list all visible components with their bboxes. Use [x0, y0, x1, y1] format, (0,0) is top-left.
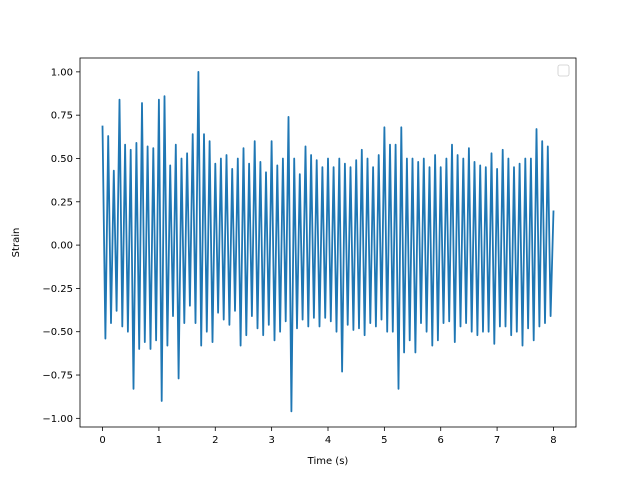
y-tick-label: 1.00: [51, 67, 73, 78]
legend-box: [557, 64, 570, 77]
y-axis-label: Strain: [11, 228, 22, 258]
x-tick-label: 2: [212, 435, 218, 446]
x-tick-label: 0: [99, 435, 105, 446]
x-axis-ticks: 0 1 2 3 4 5 6 7 8: [99, 427, 557, 446]
x-tick-label: 6: [438, 435, 444, 446]
x-tick-label: 5: [381, 435, 387, 446]
y-tick-label: −0.75: [42, 371, 73, 382]
x-tick-label: 4: [325, 435, 331, 446]
y-tick-label: 0.50: [51, 154, 73, 165]
y-tick-label: 0.75: [51, 111, 73, 122]
x-tick-label: 1: [156, 435, 162, 446]
x-tick-label: 3: [268, 435, 274, 446]
y-axis-ticks: −1.00 −0.75 −0.50 −0.25 0.00 0.25 0.50 0.75 1.00: [42, 67, 80, 425]
x-tick-label: 8: [550, 435, 556, 446]
plot-area: [101, 71, 555, 413]
y-tick-label: −0.50: [42, 327, 73, 338]
axes-frame: [79, 57, 577, 428]
y-tick-label: 0.00: [51, 241, 73, 252]
series-line-0: [101, 71, 555, 413]
y-tick-label: −1.00: [42, 414, 73, 425]
y-tick-label: 0.25: [51, 197, 73, 208]
y-tick-label: −0.25: [42, 284, 73, 295]
x-tick-label: 7: [494, 435, 500, 446]
x-axis-label: Time (s): [307, 456, 349, 467]
